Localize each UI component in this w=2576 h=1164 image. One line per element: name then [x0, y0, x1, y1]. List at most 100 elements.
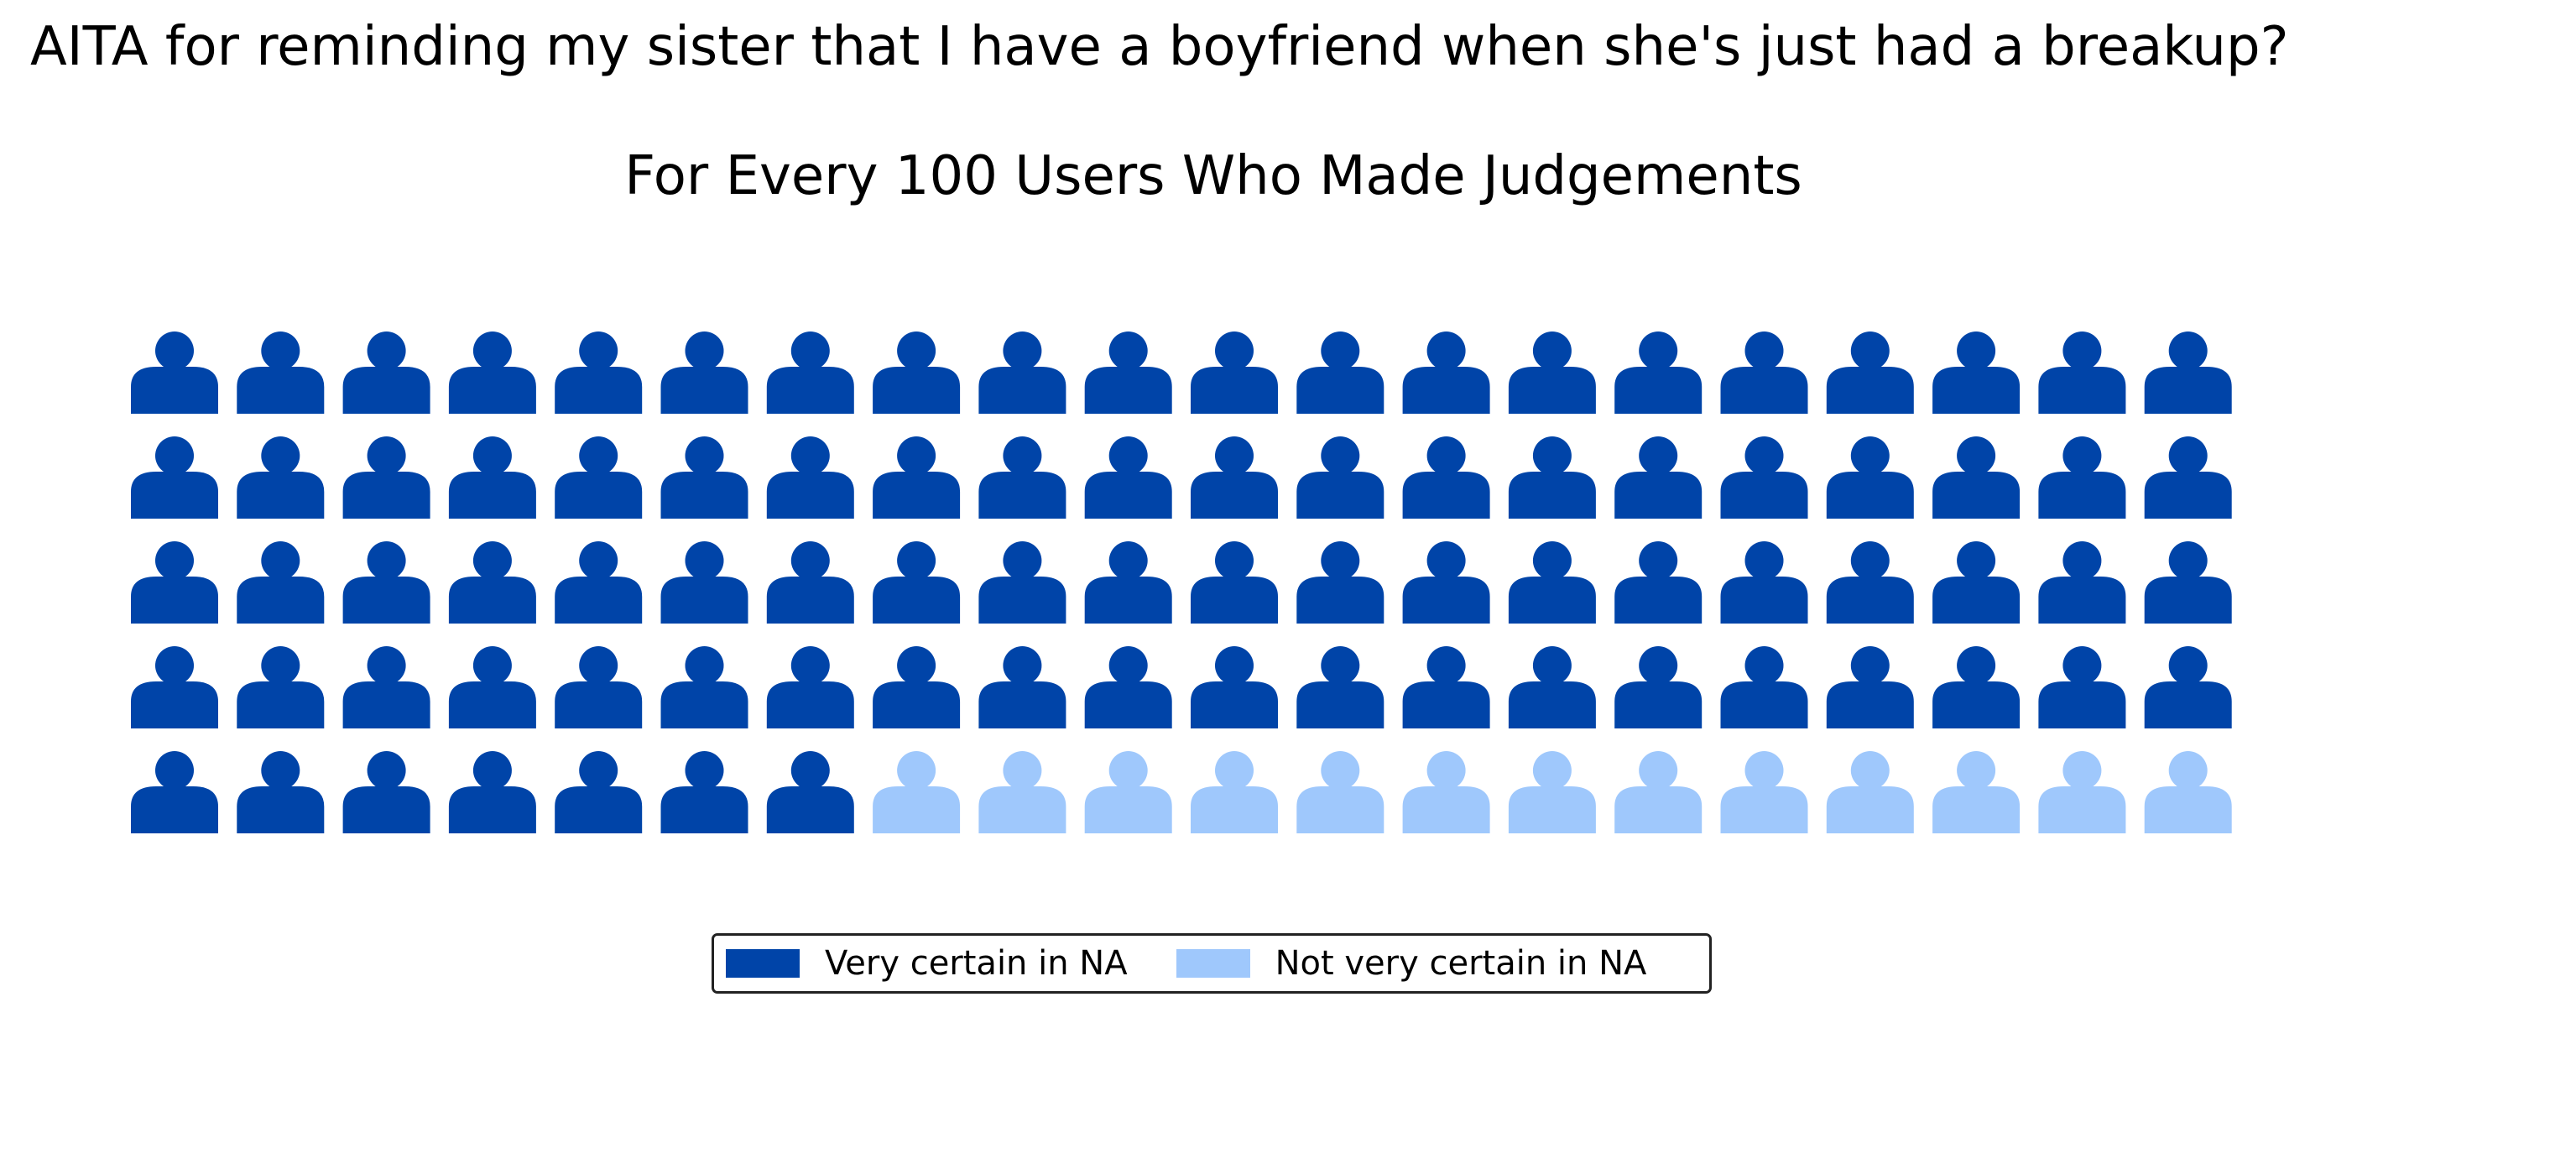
person-head	[2062, 331, 2102, 370]
person-head	[1957, 541, 1996, 580]
person-head	[1744, 541, 1784, 580]
person-body	[2144, 786, 2232, 833]
person-head	[579, 646, 618, 685]
person-icon	[1720, 436, 1808, 519]
person-body	[1508, 786, 1596, 833]
person-icon	[1191, 541, 1278, 624]
person-head	[897, 751, 936, 790]
person-head	[1532, 331, 1572, 370]
person-icon	[660, 436, 748, 519]
legend-swatch-not-very-certain	[1176, 949, 1250, 978]
person-body	[978, 472, 1066, 519]
person-icon	[237, 646, 325, 728]
person-icon	[1720, 646, 1808, 728]
person-head	[261, 541, 300, 580]
person-head	[1215, 436, 1254, 475]
person-head	[1639, 646, 1678, 685]
person-head	[1003, 751, 1042, 790]
person-head	[1003, 436, 1042, 475]
person-body	[1614, 367, 1703, 414]
person-icon	[2038, 751, 2126, 833]
person-body	[766, 577, 854, 624]
person-head	[1850, 751, 1890, 790]
person-head	[1957, 646, 1996, 685]
person-body	[2144, 681, 2232, 728]
person-head	[1957, 331, 1996, 370]
person-head	[2062, 436, 2102, 475]
person-icon	[448, 646, 536, 728]
person-body	[2038, 367, 2126, 414]
person-icon	[555, 436, 643, 519]
person-body	[342, 786, 430, 833]
person-icon	[2038, 541, 2126, 624]
person-icon	[660, 751, 748, 833]
person-body	[555, 367, 643, 414]
person-body	[1508, 367, 1596, 414]
person-body	[1402, 472, 1490, 519]
person-body	[2038, 681, 2126, 728]
person-body	[1296, 367, 1384, 414]
person-body	[1296, 681, 1384, 728]
person-icon	[978, 541, 1066, 624]
person-icon	[342, 436, 430, 519]
person-head	[472, 541, 512, 580]
person-body	[342, 577, 430, 624]
person-body	[1084, 367, 1172, 414]
person-body	[555, 472, 643, 519]
person-body	[342, 681, 430, 728]
person-body	[1614, 472, 1703, 519]
person-head	[2168, 541, 2208, 580]
person-icon	[1191, 646, 1278, 728]
person-icon	[660, 331, 748, 414]
person-head	[897, 436, 936, 475]
person-body	[237, 577, 325, 624]
person-icon	[1296, 646, 1384, 728]
person-body	[1191, 786, 1278, 833]
person-icon	[1614, 541, 1703, 624]
person-icon	[237, 436, 325, 519]
person-body	[131, 472, 218, 519]
person-head	[261, 646, 300, 685]
person-body	[2144, 472, 2232, 519]
person-icon	[2038, 436, 2126, 519]
person-head	[472, 751, 512, 790]
person-head	[472, 646, 512, 685]
person-icon	[1191, 751, 1278, 833]
person-icon	[1084, 436, 1172, 519]
person-body	[1614, 577, 1703, 624]
person-icon	[1296, 541, 1384, 624]
person-head	[1108, 541, 1148, 580]
person-icon	[766, 331, 854, 414]
person-body	[2038, 472, 2126, 519]
person-body	[1932, 367, 2021, 414]
person-body	[978, 367, 1066, 414]
person-head	[1639, 331, 1678, 370]
person-head	[1215, 331, 1254, 370]
person-icon	[1614, 646, 1703, 728]
person-body	[873, 472, 961, 519]
person-body	[1191, 472, 1278, 519]
waffle-chart	[131, 331, 2232, 833]
person-icon	[2144, 436, 2232, 519]
person-body	[555, 577, 643, 624]
person-icon	[1826, 541, 1914, 624]
person-icon	[1402, 541, 1490, 624]
legend-label-very-certain: Very certain in NA	[825, 944, 1128, 983]
person-body	[131, 786, 218, 833]
person-icon	[873, 646, 961, 728]
person-icon	[873, 541, 961, 624]
person-head	[579, 751, 618, 790]
person-body	[978, 786, 1066, 833]
person-icon	[1932, 751, 2021, 833]
person-icon	[1826, 646, 1914, 728]
person-body	[237, 786, 325, 833]
person-head	[579, 331, 618, 370]
person-body	[660, 367, 748, 414]
person-body	[660, 786, 748, 833]
person-head	[685, 751, 724, 790]
person-icon	[1296, 331, 1384, 414]
person-body	[448, 577, 536, 624]
person-head	[2168, 331, 2208, 370]
person-body	[1720, 472, 1808, 519]
person-head	[2062, 751, 2102, 790]
